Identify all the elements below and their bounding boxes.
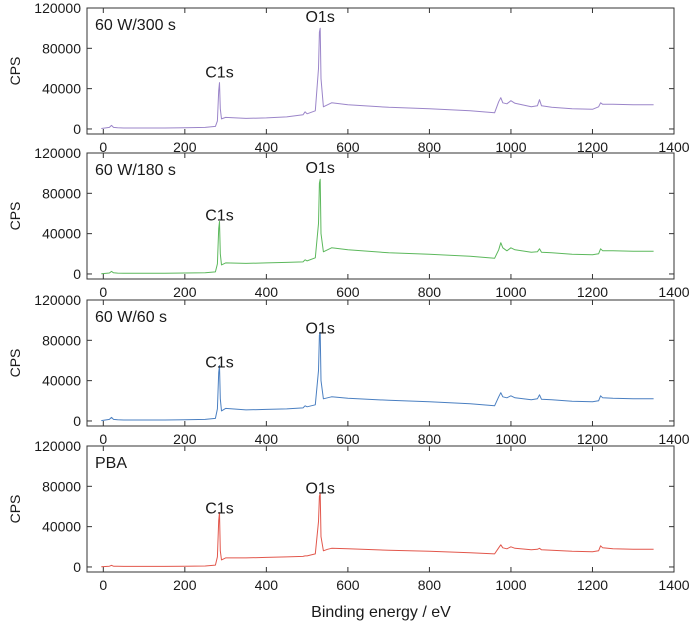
x-tick-label: 1400 <box>658 284 689 300</box>
x-tick-label: 200 <box>173 284 197 300</box>
y-tick-label: 0 <box>73 413 81 429</box>
y-axis-label: CPS <box>7 349 23 378</box>
y-axis-label: CPS <box>7 495 23 524</box>
x-tick-label: 200 <box>173 431 197 447</box>
y-tick-label: 120000 <box>34 145 81 161</box>
spectrum-line <box>101 492 654 568</box>
y-tick-label: 120000 <box>34 0 81 16</box>
x-tick-label: 1400 <box>658 431 689 447</box>
x-tick-label: 600 <box>336 577 360 593</box>
x-tick-label: 1200 <box>577 431 608 447</box>
y-axis-label: CPS <box>7 57 23 86</box>
x-tick-label: 800 <box>418 284 442 300</box>
x-tick-label: 0 <box>99 431 107 447</box>
x-tick-label: 1000 <box>495 577 526 593</box>
panel-frame <box>86 7 675 135</box>
peak-label-c1s: C1s <box>205 355 233 372</box>
y-tick-label: 80000 <box>42 185 81 201</box>
x-tick-label: 1000 <box>495 431 526 447</box>
spectrum-line <box>101 27 654 129</box>
x-tick-label: 200 <box>173 139 197 155</box>
panel-4: 0 200 400 600 800 1000 1200 1400 0 40000 80000 1200… <box>7 438 690 593</box>
y-tick-label: 80000 <box>42 40 81 56</box>
chart-panels: 0 200 400 600 800 1000 1200 1400040000800001200… <box>7 0 690 593</box>
y-tick-label: 0 <box>73 559 81 575</box>
x-tick-label: 0 <box>99 284 107 300</box>
spectrum-line <box>101 331 654 422</box>
x-tick-label: 400 <box>255 139 279 155</box>
panel-title: PBA <box>95 455 127 472</box>
x-tick-label: 600 <box>336 139 360 155</box>
x-tick-label: 400 <box>255 431 279 447</box>
panel-1: 0 200 400 600 800 1000 1200 1400 0 40000 80000 1200… <box>7 0 690 155</box>
x-tick-label: 1200 <box>577 284 608 300</box>
x-tick-label: 0 <box>99 577 107 593</box>
x-tick-label: 200 <box>173 577 197 593</box>
x-tick-label: 1200 <box>577 139 608 155</box>
peak-label-c1s: C1s <box>205 208 233 225</box>
x-tick-label: 1200 <box>577 577 608 593</box>
y-tick-label: 40000 <box>42 226 81 242</box>
x-tick-label: 0 <box>99 139 107 155</box>
panel-frame <box>86 299 675 427</box>
y-tick-label: 40000 <box>42 519 81 535</box>
y-tick-label: 120000 <box>34 438 81 454</box>
x-tick-label: 1400 <box>658 577 689 593</box>
peak-label-c1s: C1s <box>205 65 233 82</box>
panel-title: 60 W/180 s <box>95 162 176 179</box>
x-tick-label: 400 <box>255 284 279 300</box>
panel-3: 0 200 400 600 800 1000 1200 1400 0 40000 80000 1200… <box>7 292 690 447</box>
peak-label-o1s: O1s <box>305 160 334 177</box>
y-tick-label: 40000 <box>42 81 81 97</box>
x-tick-label: 800 <box>418 577 442 593</box>
peak-label-o1s: O1s <box>305 320 334 337</box>
y-tick-label: 40000 <box>42 373 81 389</box>
panel-2: 0 200 400 600 800 1000 1200 1400 0 40000 80000 1200… <box>7 145 690 300</box>
x-tick-label: 1000 <box>495 139 526 155</box>
spectrum-line <box>101 178 654 275</box>
x-tick-label: 1400 <box>658 139 689 155</box>
x-tick-label: 400 <box>255 577 279 593</box>
y-tick-label: 0 <box>73 121 81 137</box>
x-tick-label: 600 <box>336 284 360 300</box>
peak-label-c1s: C1s <box>205 501 233 518</box>
y-tick-label: 0 <box>73 266 81 282</box>
panel-title: 60 W/300 s <box>95 17 176 34</box>
panel-frame <box>86 152 675 280</box>
y-tick-label: 120000 <box>34 292 81 308</box>
x-tick-label: 1000 <box>495 284 526 300</box>
panel-title: 60 W/60 s <box>95 309 167 326</box>
x-tick-label: 800 <box>418 431 442 447</box>
peak-label-o1s: O1s <box>305 9 334 26</box>
panel-frame <box>86 445 675 573</box>
x-axis-label: Binding energy / eV <box>311 604 451 621</box>
x-tick-label: 800 <box>418 139 442 155</box>
y-tick-label: 80000 <box>42 332 81 348</box>
peak-label-o1s: O1s <box>305 480 334 497</box>
x-tick-label: 600 <box>336 431 360 447</box>
y-axis-label: CPS <box>7 202 23 231</box>
y-tick-label: 80000 <box>42 478 81 494</box>
